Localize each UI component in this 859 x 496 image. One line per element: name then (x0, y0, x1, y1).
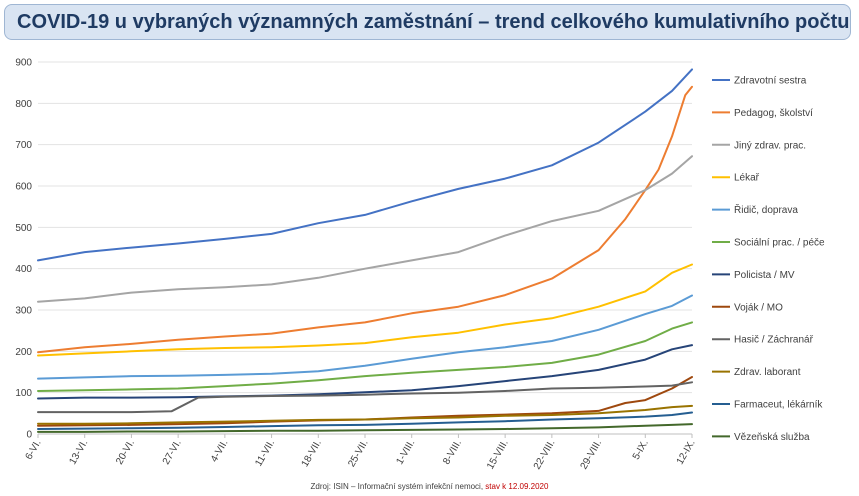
series-line-9 (37, 381, 693, 414)
chart-title: COVID-19 u vybraných významných zaměstná… (17, 10, 850, 33)
axes: 0 100 200 300 400 500 600 700 800 900 6-VI. 13-VI. 2… (15, 58, 697, 472)
y-tick-label: 900 (15, 58, 32, 69)
x-tick-label: 13-VI. (67, 438, 90, 467)
y-tick-label: 500 (15, 223, 32, 234)
x-tick-label: 22-VIII. (532, 438, 558, 471)
y-tick-label: 100 (15, 388, 32, 399)
legend-label: Jiný zdrav. prac. (734, 140, 806, 151)
x-tick-label: 27-VI. (161, 438, 184, 467)
chart-title-box: COVID-19 u vybraných významných zaměstná… (4, 4, 851, 40)
y-tick-label: 300 (15, 306, 32, 317)
x-tick-label: 5-IX. (631, 438, 651, 462)
y-tick-label: 700 (15, 140, 32, 151)
x-tick-label: 12-IX. (675, 438, 698, 467)
series-line-10 (37, 404, 693, 425)
legend-label: Farmaceut, lékárník (734, 400, 823, 411)
x-tick-label: 18-VII. (300, 438, 324, 469)
series-line-11 (37, 411, 693, 430)
x-tick-label: 6-VI. (24, 438, 44, 462)
y-tick-label: 0 (26, 430, 32, 441)
source-status-date: stav k 12.09.2020 (485, 482, 549, 491)
source-note: Zdroj: ISIN – Informační systém infekční… (0, 482, 859, 491)
legend-label: Zdrav. laborant (734, 367, 801, 378)
series-line-1 (37, 68, 693, 262)
source-text: Zdroj: ISIN – Informační systém infekční… (310, 482, 486, 491)
series-line-12 (37, 423, 693, 433)
y-tick-label: 400 (15, 264, 32, 275)
legend: Zdravotní sestra Pedagog, školství Jiný zd… (712, 76, 825, 443)
x-tick-label: 15-VIII. (485, 438, 511, 471)
y-tick-label: 600 (15, 182, 32, 193)
legend-label: Policista / MV (734, 270, 795, 281)
y-tick-label: 800 (15, 99, 32, 110)
x-tick-label: 29-VIII. (579, 438, 605, 471)
x-tick-label: 4-VII. (209, 438, 230, 464)
x-tick-label: 8-VIII. (441, 438, 464, 467)
series-line-3 (37, 155, 693, 303)
y-tick-label: 200 (15, 347, 32, 358)
legend-label: Zdravotní sestra (734, 76, 807, 87)
series-line-6 (37, 321, 693, 392)
legend-label: Pedagog, školství (734, 108, 813, 119)
series-line-4 (37, 263, 693, 357)
legend-label: Voják / MO (734, 302, 783, 313)
series-line-2 (37, 85, 693, 354)
legend-label: Vězeňská služba (734, 432, 810, 443)
series-line-5 (37, 294, 693, 380)
legend-label: Sociální prac. / péče (734, 238, 825, 249)
x-tick-label: 11-VII. (253, 438, 277, 468)
x-tick-label: 20-VI. (114, 438, 137, 467)
series-lines (37, 68, 693, 433)
series-line-7 (37, 344, 693, 400)
legend-label: Hasič / Záchranář (734, 335, 814, 346)
legend-label: Lékař (734, 173, 760, 184)
legend-label: Řidič, doprava (734, 203, 798, 216)
x-tick-label: 25-VII. (346, 438, 370, 469)
x-tick-label: 1-VIII. (394, 438, 417, 467)
